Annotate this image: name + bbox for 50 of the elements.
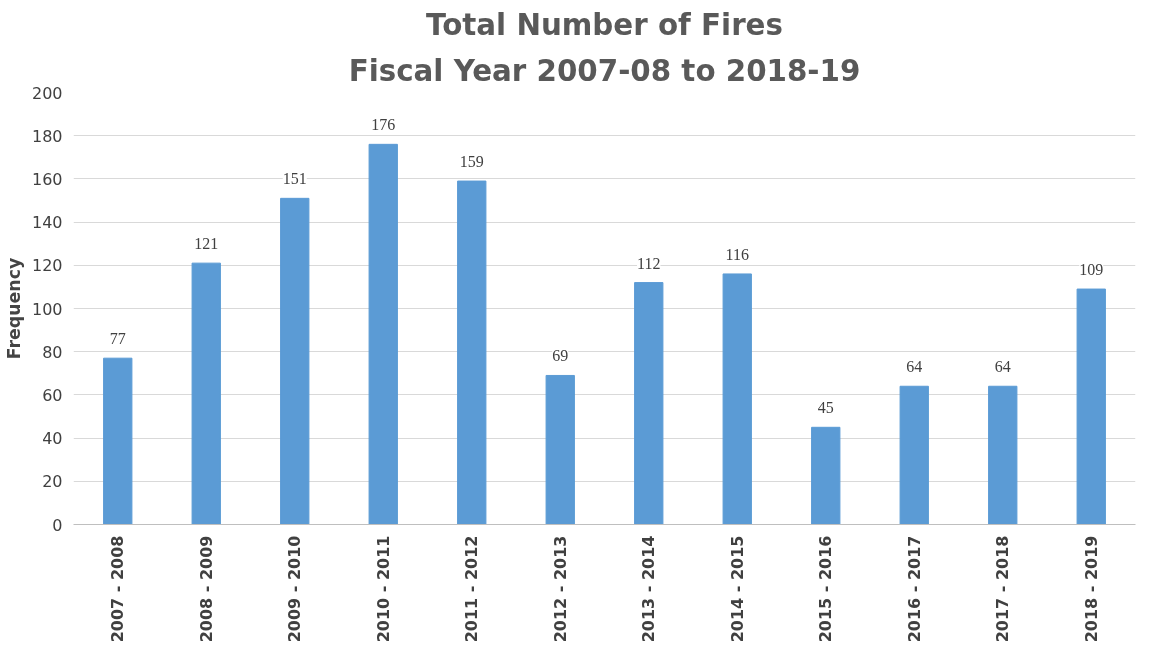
y-tick-label: 20 <box>42 472 63 492</box>
data-label: 116 <box>725 245 749 263</box>
x-tick-label: 2007 - 2008 <box>108 535 128 643</box>
x-tick-label: 2016 - 2017 <box>904 535 924 643</box>
data-label: 64 <box>906 358 923 376</box>
y-tick-label: 160 <box>31 169 63 189</box>
data-label: 64 <box>994 358 1011 376</box>
y-tick-label: 140 <box>31 213 63 233</box>
y-tick-label: 60 <box>42 385 63 405</box>
chart-title: Total Number of Fires <box>426 7 783 42</box>
data-label: 159 <box>459 153 484 171</box>
y-tick-label: 0 <box>52 515 63 535</box>
chart-subtitle: Fiscal Year 2007-08 to 2018-19 <box>348 53 861 88</box>
data-label: 151 <box>282 170 307 188</box>
x-tick-label: 2008 - 2009 <box>196 535 216 643</box>
x-tick-label: 2015 - 2016 <box>816 535 836 643</box>
bar <box>1076 288 1106 525</box>
y-tick-label: 180 <box>31 126 63 146</box>
x-tick-label: 2012 - 2013 <box>550 535 570 643</box>
x-tick-label: 2014 - 2015 <box>727 535 747 643</box>
bar <box>811 426 841 525</box>
data-label: 176 <box>371 116 396 134</box>
y-tick-label: 40 <box>42 429 63 449</box>
x-tick-label: 2018 - 2019 <box>1081 535 1101 643</box>
bar <box>722 273 752 525</box>
data-label: 121 <box>194 235 219 253</box>
y-axis-title: Frequency <box>3 257 24 360</box>
bar <box>899 385 929 525</box>
data-label: 112 <box>637 254 661 272</box>
y-tick-label: 120 <box>31 256 63 276</box>
data-label: 69 <box>552 347 569 365</box>
x-tick-label: 2017 - 2018 <box>993 535 1013 643</box>
data-label: 77 <box>109 330 126 348</box>
bar <box>634 282 664 525</box>
x-tick-label: 2013 - 2014 <box>639 535 659 643</box>
data-label: 109 <box>1079 261 1104 279</box>
y-tick-label: 100 <box>31 299 63 319</box>
y-tick-label: 200 <box>31 83 63 103</box>
x-tick-label: 2011 - 2012 <box>462 535 482 643</box>
bar <box>103 357 133 525</box>
bar <box>457 180 487 525</box>
bar <box>545 374 575 525</box>
bar <box>280 197 310 525</box>
x-tick-label: 2010 - 2011 <box>373 535 393 643</box>
x-tick-label: 2009 - 2010 <box>285 535 305 643</box>
data-label: 45 <box>817 399 834 417</box>
y-tick-label: 80 <box>42 342 63 362</box>
bar <box>988 385 1018 525</box>
bar <box>368 143 398 525</box>
bar <box>191 262 221 525</box>
